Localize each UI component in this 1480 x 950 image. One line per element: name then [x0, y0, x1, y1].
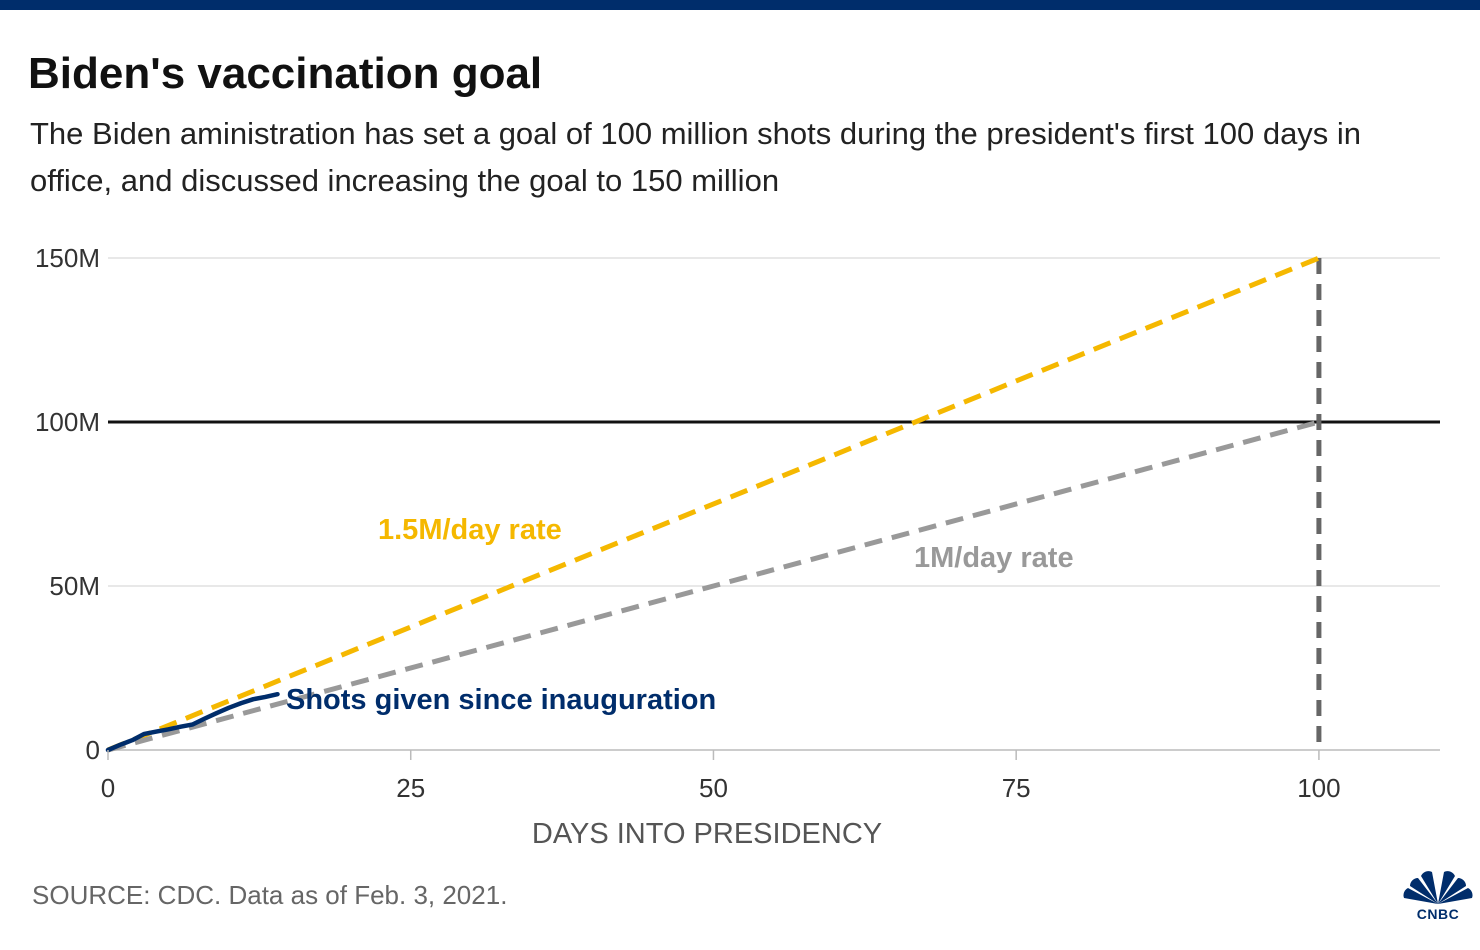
y-axis-ticks: 0 50M 100M 150M	[35, 243, 100, 765]
y-tick-label: 150M	[35, 243, 100, 273]
series-1m-rate-line	[107, 419, 1320, 753]
y-tick-label: 100M	[35, 407, 100, 437]
cnbc-logo-text: CNBC	[1416, 906, 1460, 922]
brand-top-bar	[0, 0, 1480, 10]
x-tick-label: 0	[101, 773, 115, 803]
series-shots-given-line	[105, 691, 280, 753]
series-lines	[105, 255, 1320, 753]
x-axis-title: DAYS INTO PRESIDENCY	[532, 818, 882, 850]
chart-subtitle: The Biden aministration has set a goal o…	[30, 116, 1362, 198]
series-label-1m-rate: 1M/day rate	[914, 542, 1074, 574]
x-tick-label: 25	[396, 773, 425, 803]
series-label-shots-given: Shots given since inauguration	[286, 684, 716, 716]
x-axis-ticks: 0 25 50 75 100	[101, 750, 1341, 803]
y-tick-label: 0	[86, 735, 100, 765]
x-tick-label: 50	[699, 773, 728, 803]
series-1-5m-rate-line	[107, 255, 1320, 753]
chart-title: Biden's vaccination goal	[28, 49, 543, 98]
y-tick-label: 50M	[49, 571, 100, 601]
x-tick-label: 100	[1297, 773, 1340, 803]
x-tick-label: 75	[1002, 773, 1031, 803]
series-label-1-5m-rate: 1.5M/day rate	[378, 514, 562, 546]
reference-lines	[108, 258, 1440, 750]
source-note: SOURCE: CDC. Data as of Feb. 3, 2021.	[32, 880, 508, 910]
cnbc-peacock-logo	[1403, 871, 1473, 904]
gridlines	[108, 257, 1440, 751]
